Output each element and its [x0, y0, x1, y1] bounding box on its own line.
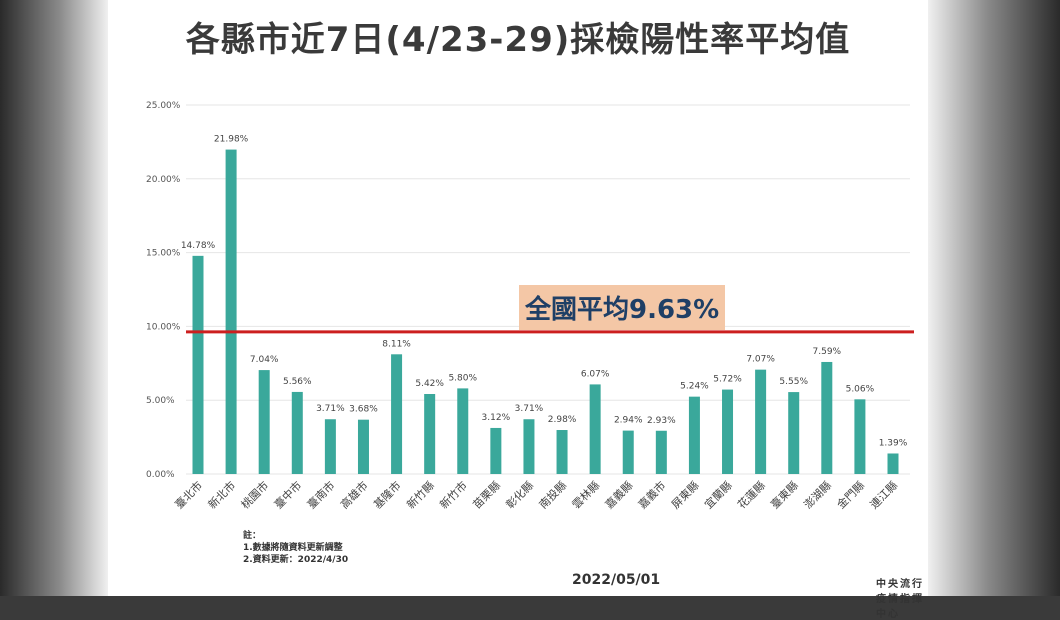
bar: [457, 388, 469, 474]
bar: [821, 361, 833, 474]
bar-chart: 0.00% 5.00% 10.00% 15.00% 20.00% 25.00% 14.78%…: [146, 101, 914, 512]
notes-line-1: 1.數據將隨資料更新調整: [243, 543, 343, 553]
chart-title: 各縣市近7日(4/23-29)採檢陽性率平均值: [185, 20, 851, 60]
x-tick-label: 苗栗縣: [470, 479, 503, 512]
x-tick-label: 桃園市: [238, 478, 271, 511]
publish-date: 2022/05/01: [572, 572, 661, 588]
data-label: 5.06%: [846, 384, 875, 394]
background-left: [0, 0, 108, 596]
x-tick-label: 宜蘭縣: [701, 478, 734, 511]
x-tick-label: 澎湖縣: [801, 479, 834, 512]
x-tick-label: 南投縣: [536, 478, 569, 511]
data-label: 5.55%: [779, 377, 808, 387]
bar: [490, 427, 502, 474]
y-tick-label: 10.00%: [146, 322, 181, 332]
data-label: 5.24%: [680, 382, 709, 392]
bar: [755, 369, 767, 474]
data-label: 5.80%: [448, 373, 477, 383]
data-label: 2.93%: [647, 416, 676, 426]
x-tick-label: 金門縣: [834, 478, 867, 511]
bar: [788, 392, 800, 474]
bar: [291, 391, 303, 474]
data-label: 3.71%: [316, 404, 345, 414]
bar: [424, 394, 436, 474]
x-tick-label: 臺中市: [271, 478, 304, 511]
bar: [589, 384, 601, 474]
notes: 註： 1.數據將隨資料更新調整 2.資料更新：2022/4/30: [243, 530, 348, 566]
bar: [258, 370, 270, 474]
data-label: 6.07%: [581, 369, 610, 379]
bar: [622, 430, 634, 474]
bar: [192, 255, 204, 474]
data-label: 5.56%: [283, 377, 312, 387]
x-tick-label: 花蓮縣: [735, 478, 768, 511]
x-tick-label: 嘉義市: [635, 478, 668, 511]
chart-panel: 各縣市近7日(4/23-29)採檢陽性率平均值 0.00% 5.00% 10.00%…: [108, 0, 928, 620]
bar: [854, 399, 866, 474]
source-label: 中央流行疫情指揮中心: [876, 579, 924, 620]
x-tick-label: 新北市: [205, 478, 238, 511]
y-tick-label: 5.00%: [146, 396, 175, 406]
data-label: 5.42%: [415, 379, 444, 389]
data-label: 8.11%: [382, 339, 411, 349]
data-label: 21.98%: [214, 135, 249, 145]
x-tick-label: 雲林縣: [569, 478, 602, 511]
bar: [655, 430, 667, 474]
x-tick-label: 臺東縣: [768, 478, 801, 511]
x-tick-label: 高雄市: [337, 478, 370, 511]
x-tick-label: 臺北市: [172, 478, 205, 511]
notes-heading: 註：: [243, 531, 262, 541]
y-tick-label: 15.00%: [146, 249, 181, 259]
bar: [523, 419, 535, 474]
x-tick-label: 基隆市: [370, 478, 403, 511]
bar: [887, 453, 899, 474]
data-label: 7.04%: [250, 355, 279, 365]
data-label: 2.94%: [614, 416, 643, 426]
background-right: [928, 0, 1060, 596]
data-label: 3.71%: [515, 404, 544, 414]
y-tick-label: 0.00%: [146, 470, 175, 480]
x-tick-label: 新竹縣: [404, 478, 437, 511]
bar: [357, 419, 369, 474]
bar: [324, 419, 336, 474]
data-label: 5.72%: [713, 375, 742, 385]
x-tick-label: 屏東縣: [669, 479, 702, 512]
x-tick-label: 嘉義縣: [602, 478, 635, 511]
data-label: 3.12%: [482, 413, 511, 423]
x-tick-label: 臺南市: [304, 478, 337, 511]
x-tick-label: 連江縣: [867, 478, 900, 511]
y-tick-label: 20.00%: [146, 175, 181, 185]
notes-line-2: 2.資料更新：2022/4/30: [243, 555, 349, 565]
bar: [688, 396, 700, 474]
x-tick-label: 彰化縣: [503, 478, 536, 511]
national-average-label: 全國平均9.63%: [519, 285, 726, 330]
x-tick-label: 新竹市: [437, 478, 470, 511]
data-label: 2.98%: [548, 415, 577, 425]
data-label: 7.07%: [746, 355, 775, 365]
bar: [225, 149, 237, 474]
y-tick-label: 25.00%: [146, 101, 181, 111]
bar: [556, 430, 568, 474]
data-label: 1.39%: [879, 438, 908, 448]
bar: [722, 389, 734, 474]
data-label: 7.59%: [813, 347, 842, 357]
data-label: 14.78%: [181, 241, 216, 251]
bar: [391, 354, 403, 474]
data-label: 3.68%: [349, 405, 378, 415]
